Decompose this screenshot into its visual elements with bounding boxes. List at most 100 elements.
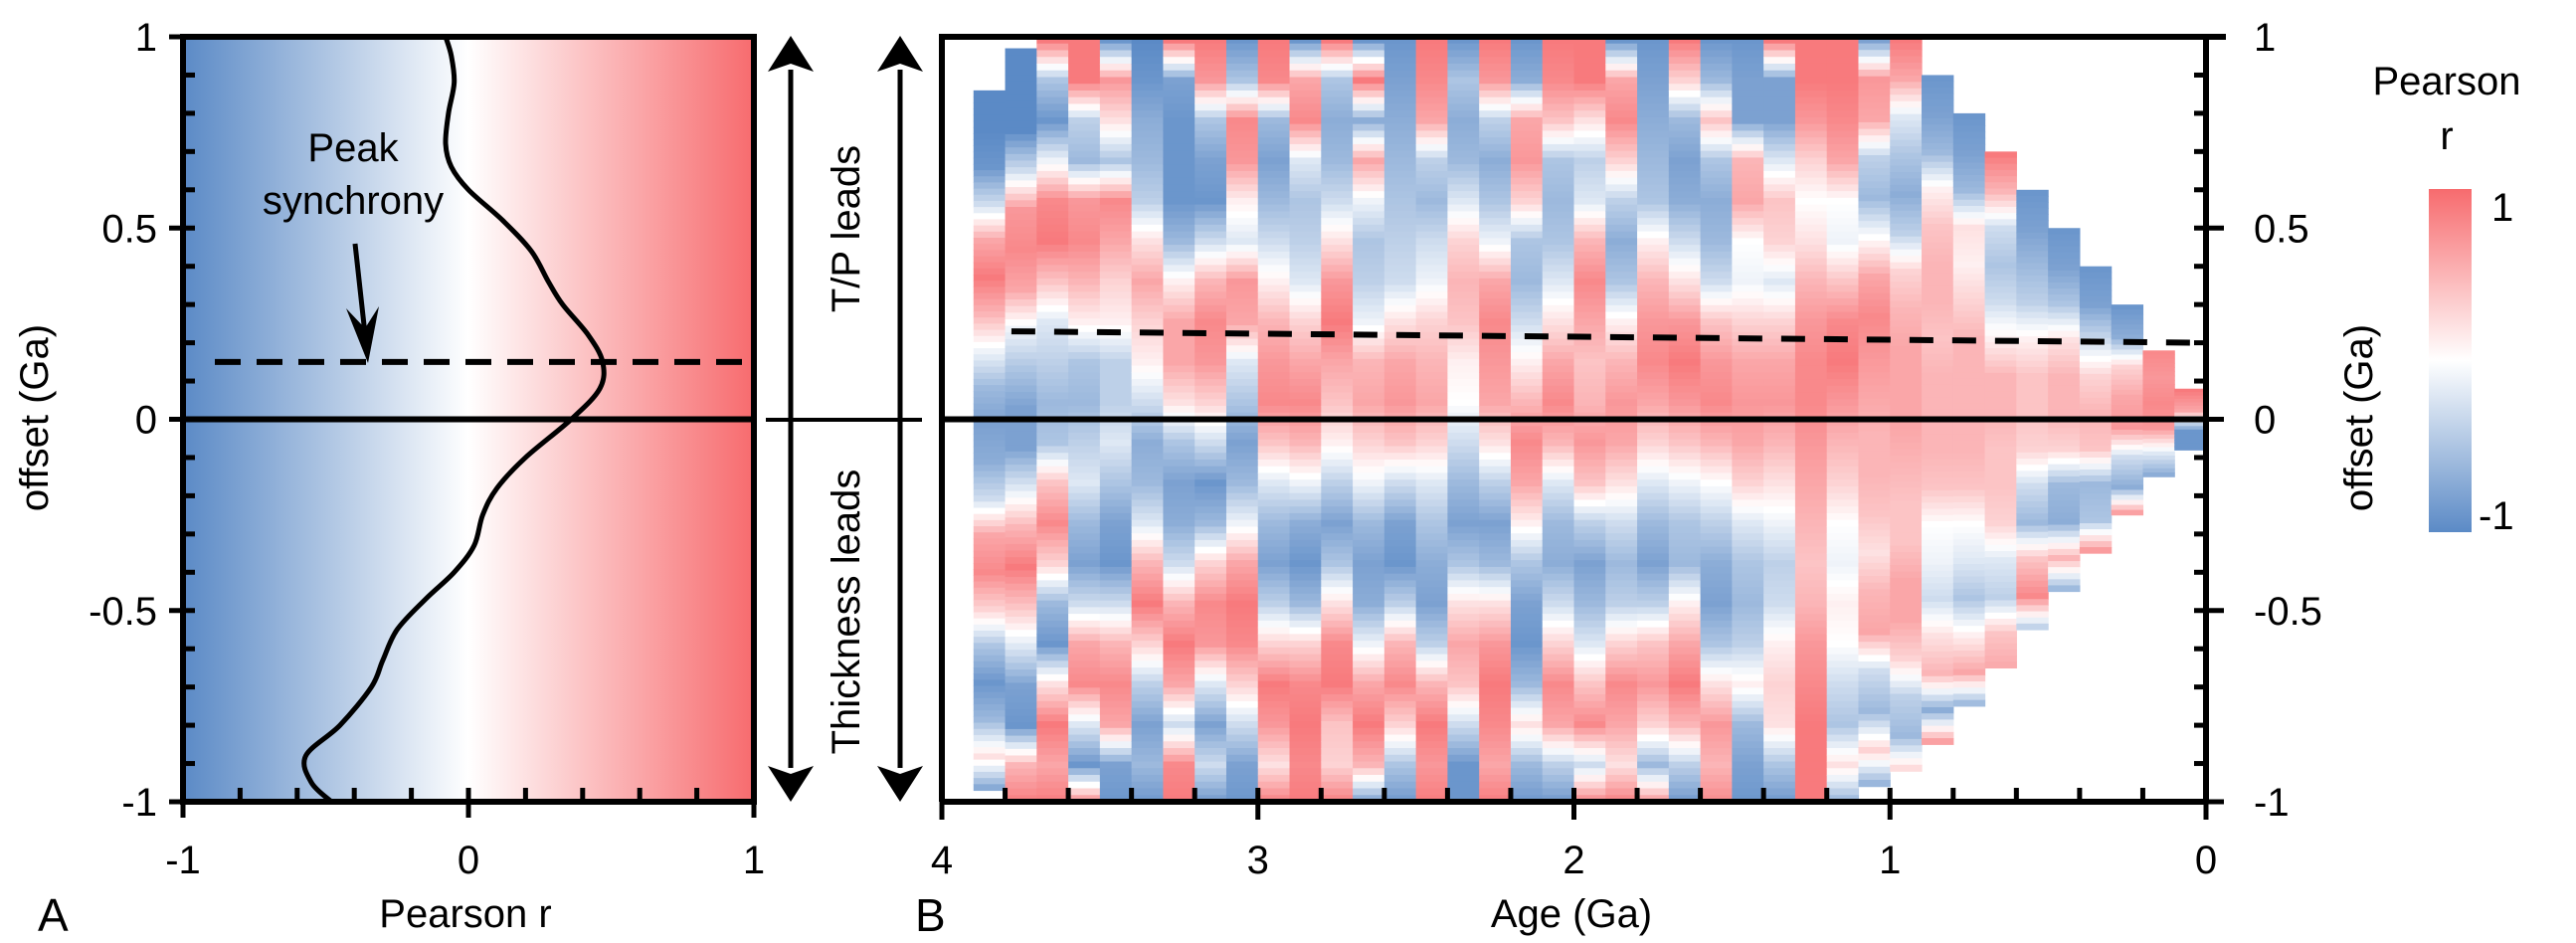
- heatmap-cell: [1890, 462, 1923, 470]
- heatmap-cell: [1321, 432, 1354, 441]
- heatmap-column: [1321, 37, 1354, 803]
- heatmap-cell: [1163, 593, 1196, 602]
- heatmap-cell: [1163, 499, 1196, 507]
- heatmap-cell: [1383, 788, 1417, 796]
- heatmap-cell: [1952, 347, 1986, 355]
- heatmap-cell: [973, 274, 1007, 282]
- heatmap-cell: [1668, 446, 1702, 454]
- heatmap-cell: [1922, 725, 1954, 733]
- heatmap-cell: [1415, 70, 1448, 79]
- heatmap-cell: [1826, 546, 1860, 555]
- heatmap-cell: [1479, 379, 1512, 387]
- heatmap-cell: [1163, 399, 1196, 407]
- heatmap-cell: [1763, 338, 1796, 346]
- heatmap-cell: [1005, 583, 1037, 591]
- heatmap-cell: [1005, 477, 1037, 485]
- heatmap-cell: [1984, 459, 2017, 467]
- heatmap-cell: [973, 378, 1007, 386]
- heatmap-column: [2142, 350, 2175, 477]
- heatmap-cell: [1763, 553, 1796, 561]
- heatmap-cell: [1289, 620, 1322, 629]
- heatmap-cell: [1826, 419, 1860, 427]
- heatmap-cell: [1383, 63, 1417, 72]
- heatmap-cell: [1163, 748, 1196, 756]
- heatmap-cell: [1952, 657, 1986, 664]
- heatmap-cell: [1289, 57, 1322, 65]
- heatmap-cell: [1383, 304, 1417, 313]
- heatmap-cell: [1383, 412, 1417, 421]
- heatmap-cell: [1542, 352, 1575, 360]
- heatmap-cell: [1984, 440, 2017, 448]
- heatmap-cell: [2048, 252, 2081, 260]
- heatmap-cell: [1195, 580, 1227, 588]
- heatmap-cell: [1415, 519, 1448, 528]
- heatmap-cell: [1321, 519, 1354, 528]
- heatmap-cell: [1922, 167, 1954, 175]
- heatmap-cell: [1605, 533, 1638, 541]
- heatmap-cell: [1036, 795, 1069, 803]
- heatmap-cell: [2174, 409, 2207, 414]
- heatmap-cell: [1573, 392, 1606, 400]
- heatmap-cell: [1858, 135, 1891, 143]
- heatmap-cell: [1605, 191, 1638, 199]
- heatmap-cell: [1763, 352, 1796, 360]
- heatmap-cell: [1005, 94, 1037, 102]
- heatmap-cell: [1415, 157, 1448, 165]
- heatmap-cell: [1826, 533, 1860, 541]
- heatmap-cell: [1510, 116, 1544, 125]
- heatmap-cell: [1858, 332, 1891, 340]
- heatmap-cell: [1415, 412, 1448, 421]
- heatmap-cell: [973, 569, 1007, 577]
- heatmap-cell: [1036, 700, 1069, 709]
- heatmap-cell: [1637, 385, 1670, 394]
- heatmap-cell: [1510, 37, 1544, 45]
- heatmap-cell: [1984, 409, 2017, 417]
- heatmap-cell: [1131, 634, 1165, 642]
- heatmap-cell: [1858, 260, 1891, 268]
- heatmap-cell: [1794, 553, 1828, 561]
- heatmap-cell: [1510, 197, 1544, 206]
- heatmap-cell: [1952, 199, 1986, 207]
- heatmap-cell: [1732, 304, 1764, 313]
- heatmap-cell: [1068, 761, 1101, 769]
- heatmap-cell: [1794, 466, 1828, 474]
- heatmap-cell: [1952, 447, 1986, 454]
- heatmap-cell: [1036, 432, 1069, 441]
- heatmap-cell: [973, 403, 1007, 411]
- heatmap-cell: [1163, 304, 1196, 313]
- heatmap-cell: [1826, 627, 1860, 635]
- heatmap-cell: [1383, 50, 1417, 58]
- heatmap-cell: [2016, 379, 2049, 386]
- heatmap-cell: [1195, 224, 1227, 233]
- heatmap-cell: [1952, 526, 1986, 534]
- heatmap-cell: [1922, 663, 1954, 671]
- heatmap-cell: [1952, 489, 1986, 497]
- heatmap-cell: [1415, 116, 1448, 125]
- heatmap-cell: [1289, 298, 1322, 306]
- heatmap-cell: [1573, 50, 1606, 58]
- heatmap-cell: [1984, 476, 2017, 484]
- heatmap-cell: [1542, 539, 1575, 548]
- heatmap-cell: [1036, 352, 1069, 360]
- heatmap-cell: [1479, 485, 1512, 494]
- heatmap-cell: [1763, 775, 1796, 783]
- heatmap-cell: [1068, 110, 1101, 118]
- heatmap-cell: [973, 563, 1007, 570]
- heatmap-cell: [1099, 157, 1133, 165]
- heatmap-cell: [1225, 379, 1259, 387]
- heatmap-cell: [1257, 600, 1291, 608]
- heatmap-cell: [1700, 768, 1733, 776]
- heatmap-cell: [1984, 551, 2017, 558]
- heatmap-cell: [1321, 311, 1354, 319]
- heatmap-cell: [1131, 587, 1165, 595]
- heatmap-cell: [1195, 143, 1227, 152]
- heatmap-cell: [1668, 90, 1702, 98]
- heatmap-cell: [1479, 345, 1512, 353]
- heatmap-cell: [1383, 218, 1417, 226]
- heatmap-cell: [1068, 687, 1101, 695]
- heatmap-cell: [973, 304, 1007, 312]
- heatmap-cell: [2111, 369, 2144, 376]
- heatmap-cell: [1510, 204, 1544, 212]
- heatmap-cell: [1637, 580, 1670, 588]
